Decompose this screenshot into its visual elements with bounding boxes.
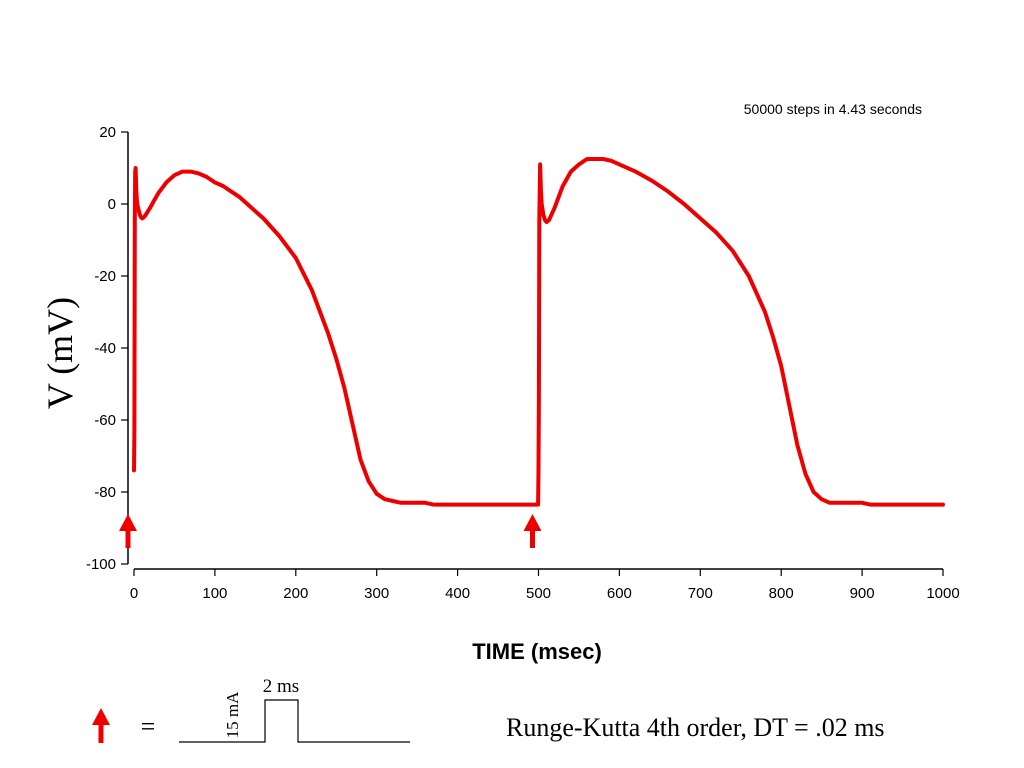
legend-equals: =	[141, 712, 156, 741]
stimulus-legend: = 2 ms 15 mA Runge-Kutta 4th order, DT =…	[92, 676, 885, 743]
y-tick-label: 0	[108, 196, 116, 213]
pulse-diagram	[179, 699, 410, 743]
x-tick-label: 500	[526, 585, 551, 602]
steps-annotation: 50000 steps in 4.43 seconds	[744, 101, 922, 117]
y-tick-label: -100	[86, 556, 116, 573]
x-tick-label: 200	[283, 585, 308, 602]
y-tick-label: -20	[94, 268, 116, 285]
y-tick-label: 20	[99, 124, 116, 141]
stimulus-arrow-icon	[523, 514, 542, 548]
x-tick-label: 600	[607, 585, 632, 602]
legend-arrow-icon	[92, 708, 110, 743]
x-tick-label: 1000	[926, 585, 959, 602]
x-tick-label: 700	[688, 585, 713, 602]
pulse-amplitude-label: 15 mA	[223, 691, 242, 738]
x-tick-label: 300	[364, 585, 389, 602]
voltage-trace	[132, 157, 945, 507]
y-axis-ticks: 20 0 -20 -40 -60 -80 -100	[86, 124, 128, 573]
y-axis-label: V (mV)	[40, 297, 80, 409]
x-tick-label: 400	[445, 585, 470, 602]
method-caption: Runge-Kutta 4th order, DT = .02 ms	[506, 713, 885, 742]
x-axis-label: TIME (msec)	[472, 639, 602, 664]
x-tick-label: 100	[202, 585, 227, 602]
x-tick-label: 800	[769, 585, 794, 602]
series-layer	[132, 157, 945, 507]
x-tick-label: 0	[130, 585, 138, 602]
y-tick-label: -80	[94, 484, 116, 501]
y-tick-label: -60	[94, 412, 116, 429]
x-tick-label: 900	[850, 585, 875, 602]
stimulus-markers	[119, 514, 542, 548]
y-tick-label: -40	[94, 340, 116, 357]
stimulus-arrow-icon	[119, 514, 137, 548]
x-axis-ticks: 0 100 200 300 400 500 600 700 800 900 1000	[130, 569, 960, 602]
pulse-width-label: 2 ms	[263, 676, 299, 697]
